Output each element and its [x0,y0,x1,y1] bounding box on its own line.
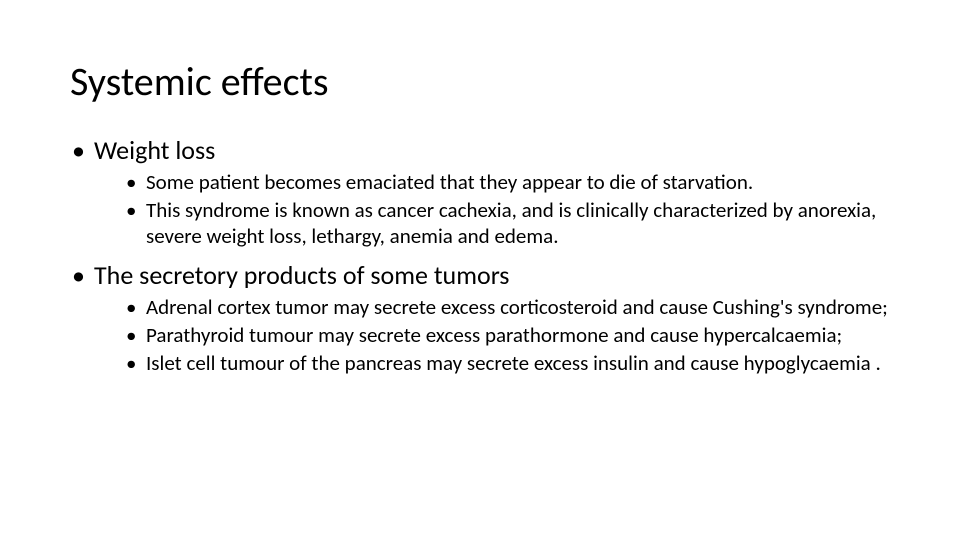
slide-title: Systemic effects [70,60,890,104]
sub-list-item: Some patient becomes emaciated that they… [124,169,890,195]
list-item-text: The secretory products of some tumors [94,259,509,291]
sub-bullet-list: Some patient becomes emaciated that they… [94,169,890,250]
sub-list-item: Adrenal cortex tumor may secrete excess … [124,294,890,320]
sub-list-item: Islet cell tumour of the pancreas may se… [124,350,890,376]
sub-list-item: This syndrome is known as cancer cachexi… [124,197,890,250]
sub-list-item: Parathyroid tumour may secrete excess pa… [124,322,890,348]
list-item-text: Weight loss [94,134,215,166]
bullet-list: Weight loss Some patient becomes emaciat… [70,134,890,377]
sub-bullet-list: Adrenal cortex tumor may secrete excess … [94,294,890,377]
list-item: Weight loss Some patient becomes emaciat… [70,134,890,249]
slide: Systemic effects Weight loss Some patien… [0,0,960,540]
list-item: The secretory products of some tumors Ad… [70,259,890,376]
